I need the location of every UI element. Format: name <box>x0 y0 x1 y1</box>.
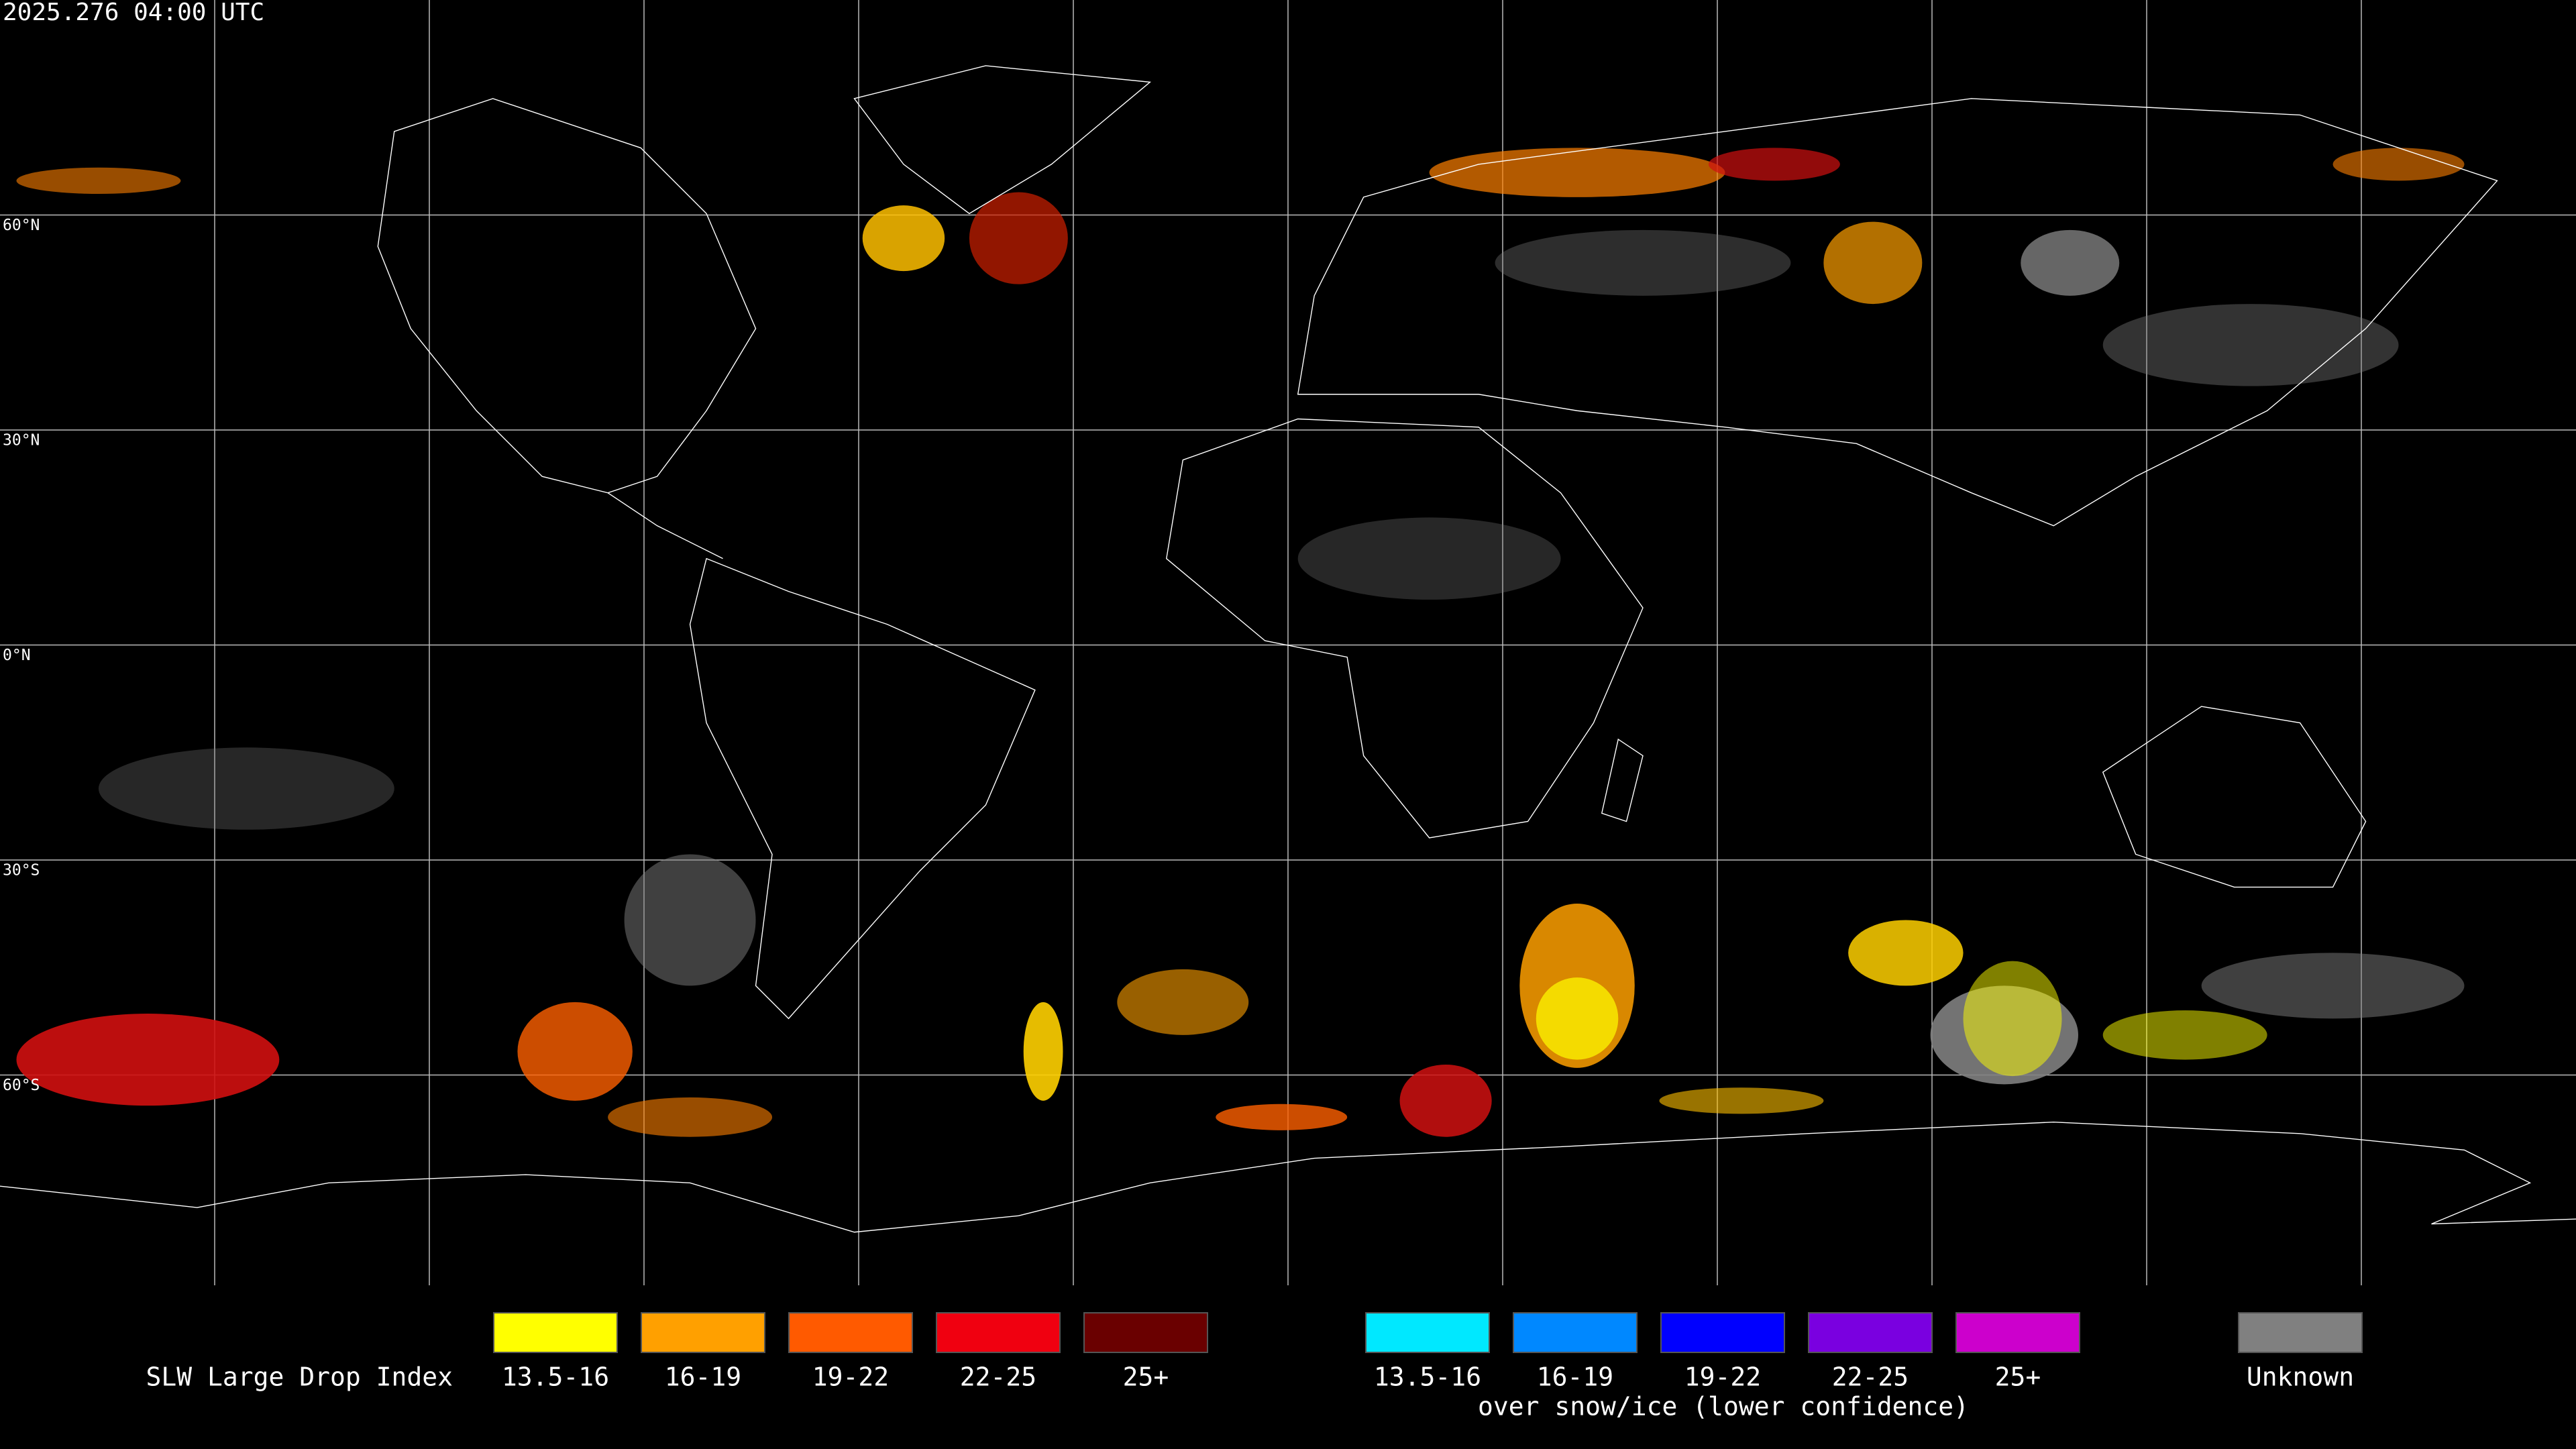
cloud-patch <box>1399 1064 1492 1137</box>
cloud-patch <box>862 205 945 272</box>
legend-label: 25+ <box>1123 1362 1169 1392</box>
coastline <box>2103 706 2366 887</box>
cloud-patch <box>1848 920 1964 986</box>
coastline <box>690 559 1035 1019</box>
coastline <box>1602 739 1643 821</box>
latitude-label: 0°N <box>3 647 31 664</box>
legend-label: 13.5-16 <box>1374 1362 1481 1392</box>
cloud-patch <box>2201 953 2465 1019</box>
legend-swatch <box>1955 1312 2080 1353</box>
cloud-patch <box>1023 1002 1063 1101</box>
legend-swatch <box>1808 1312 1933 1353</box>
legend-label: 25+ <box>1995 1362 2041 1392</box>
legend-label: 22-25 <box>1832 1362 1909 1392</box>
coastline <box>378 99 755 493</box>
cloud-patch <box>1823 221 1923 305</box>
coastline <box>608 493 722 559</box>
cloud-patch <box>16 167 181 194</box>
legend: 13.5-16 16-19 19-22 22-25 25+ 13.5-16 16-19 19-… <box>493 1312 2363 1392</box>
cloud-patch <box>1708 148 1840 181</box>
legend-label: 19-22 <box>1684 1362 1761 1392</box>
legend-swatch <box>493 1312 618 1353</box>
coastline <box>1167 419 1643 837</box>
legend-label: 13.5-16 <box>502 1362 609 1392</box>
legend-swatch <box>2238 1312 2363 1353</box>
legend-title: SLW Large Drop Index <box>146 1362 453 1392</box>
cloud-patch <box>624 854 756 986</box>
coastline <box>0 1122 2576 1232</box>
cloud-patch <box>1216 1104 1348 1130</box>
latitude-label: 60°S <box>3 1077 40 1094</box>
legend-label: 16-19 <box>665 1362 741 1392</box>
latitude-labels: 60°N 30°N 0°N 30°S 60°S <box>3 217 40 1094</box>
cloud-patch <box>1297 517 1561 600</box>
cloud-patch <box>969 192 1068 284</box>
cloud-patch <box>1429 148 1725 197</box>
cloud-patch <box>2102 304 2399 386</box>
legend-swatch <box>641 1312 765 1353</box>
coastlines <box>0 66 2576 1232</box>
cloud-patch <box>98 747 394 830</box>
legend-label: 19-22 <box>812 1362 889 1392</box>
legend-label: Unknown <box>2247 1362 2354 1392</box>
cloud-patch <box>2102 1010 2267 1060</box>
cloud-patch <box>517 1002 633 1101</box>
legend-panel <box>0 1285 2576 1449</box>
cloud-patch <box>2332 148 2465 181</box>
timestamp: 2025.276 04:00 UTC <box>3 0 264 26</box>
legend-swatch <box>936 1312 1061 1353</box>
cloud-patch <box>608 1097 773 1137</box>
legend-swatch <box>1513 1312 1638 1353</box>
coastline <box>1298 99 2498 526</box>
cloud-patch <box>2021 229 2120 296</box>
snow-note: over snow/ice (lower confidence) <box>1478 1392 1969 1421</box>
legend-swatch <box>1660 1312 1785 1353</box>
coastline <box>854 66 1150 213</box>
legend-swatch <box>1083 1312 1208 1353</box>
cloud-patch <box>1117 969 1249 1035</box>
cloud-patch <box>16 1014 280 1106</box>
latitude-label: 30°S <box>3 862 40 879</box>
legend-swatch <box>788 1312 913 1353</box>
legend-label: 22-25 <box>960 1362 1036 1392</box>
latitude-label: 30°N <box>3 432 40 449</box>
cloud-field <box>16 148 2465 1137</box>
legend-swatch <box>1365 1312 1490 1353</box>
cloud-patch <box>1495 229 1791 296</box>
legend-label: 16-19 <box>1537 1362 1613 1392</box>
cloud-patch <box>1536 977 1619 1060</box>
latitude-label: 60°N <box>3 217 40 234</box>
cloud-patch <box>1963 961 2062 1077</box>
cloud-patch <box>1659 1087 1824 1114</box>
